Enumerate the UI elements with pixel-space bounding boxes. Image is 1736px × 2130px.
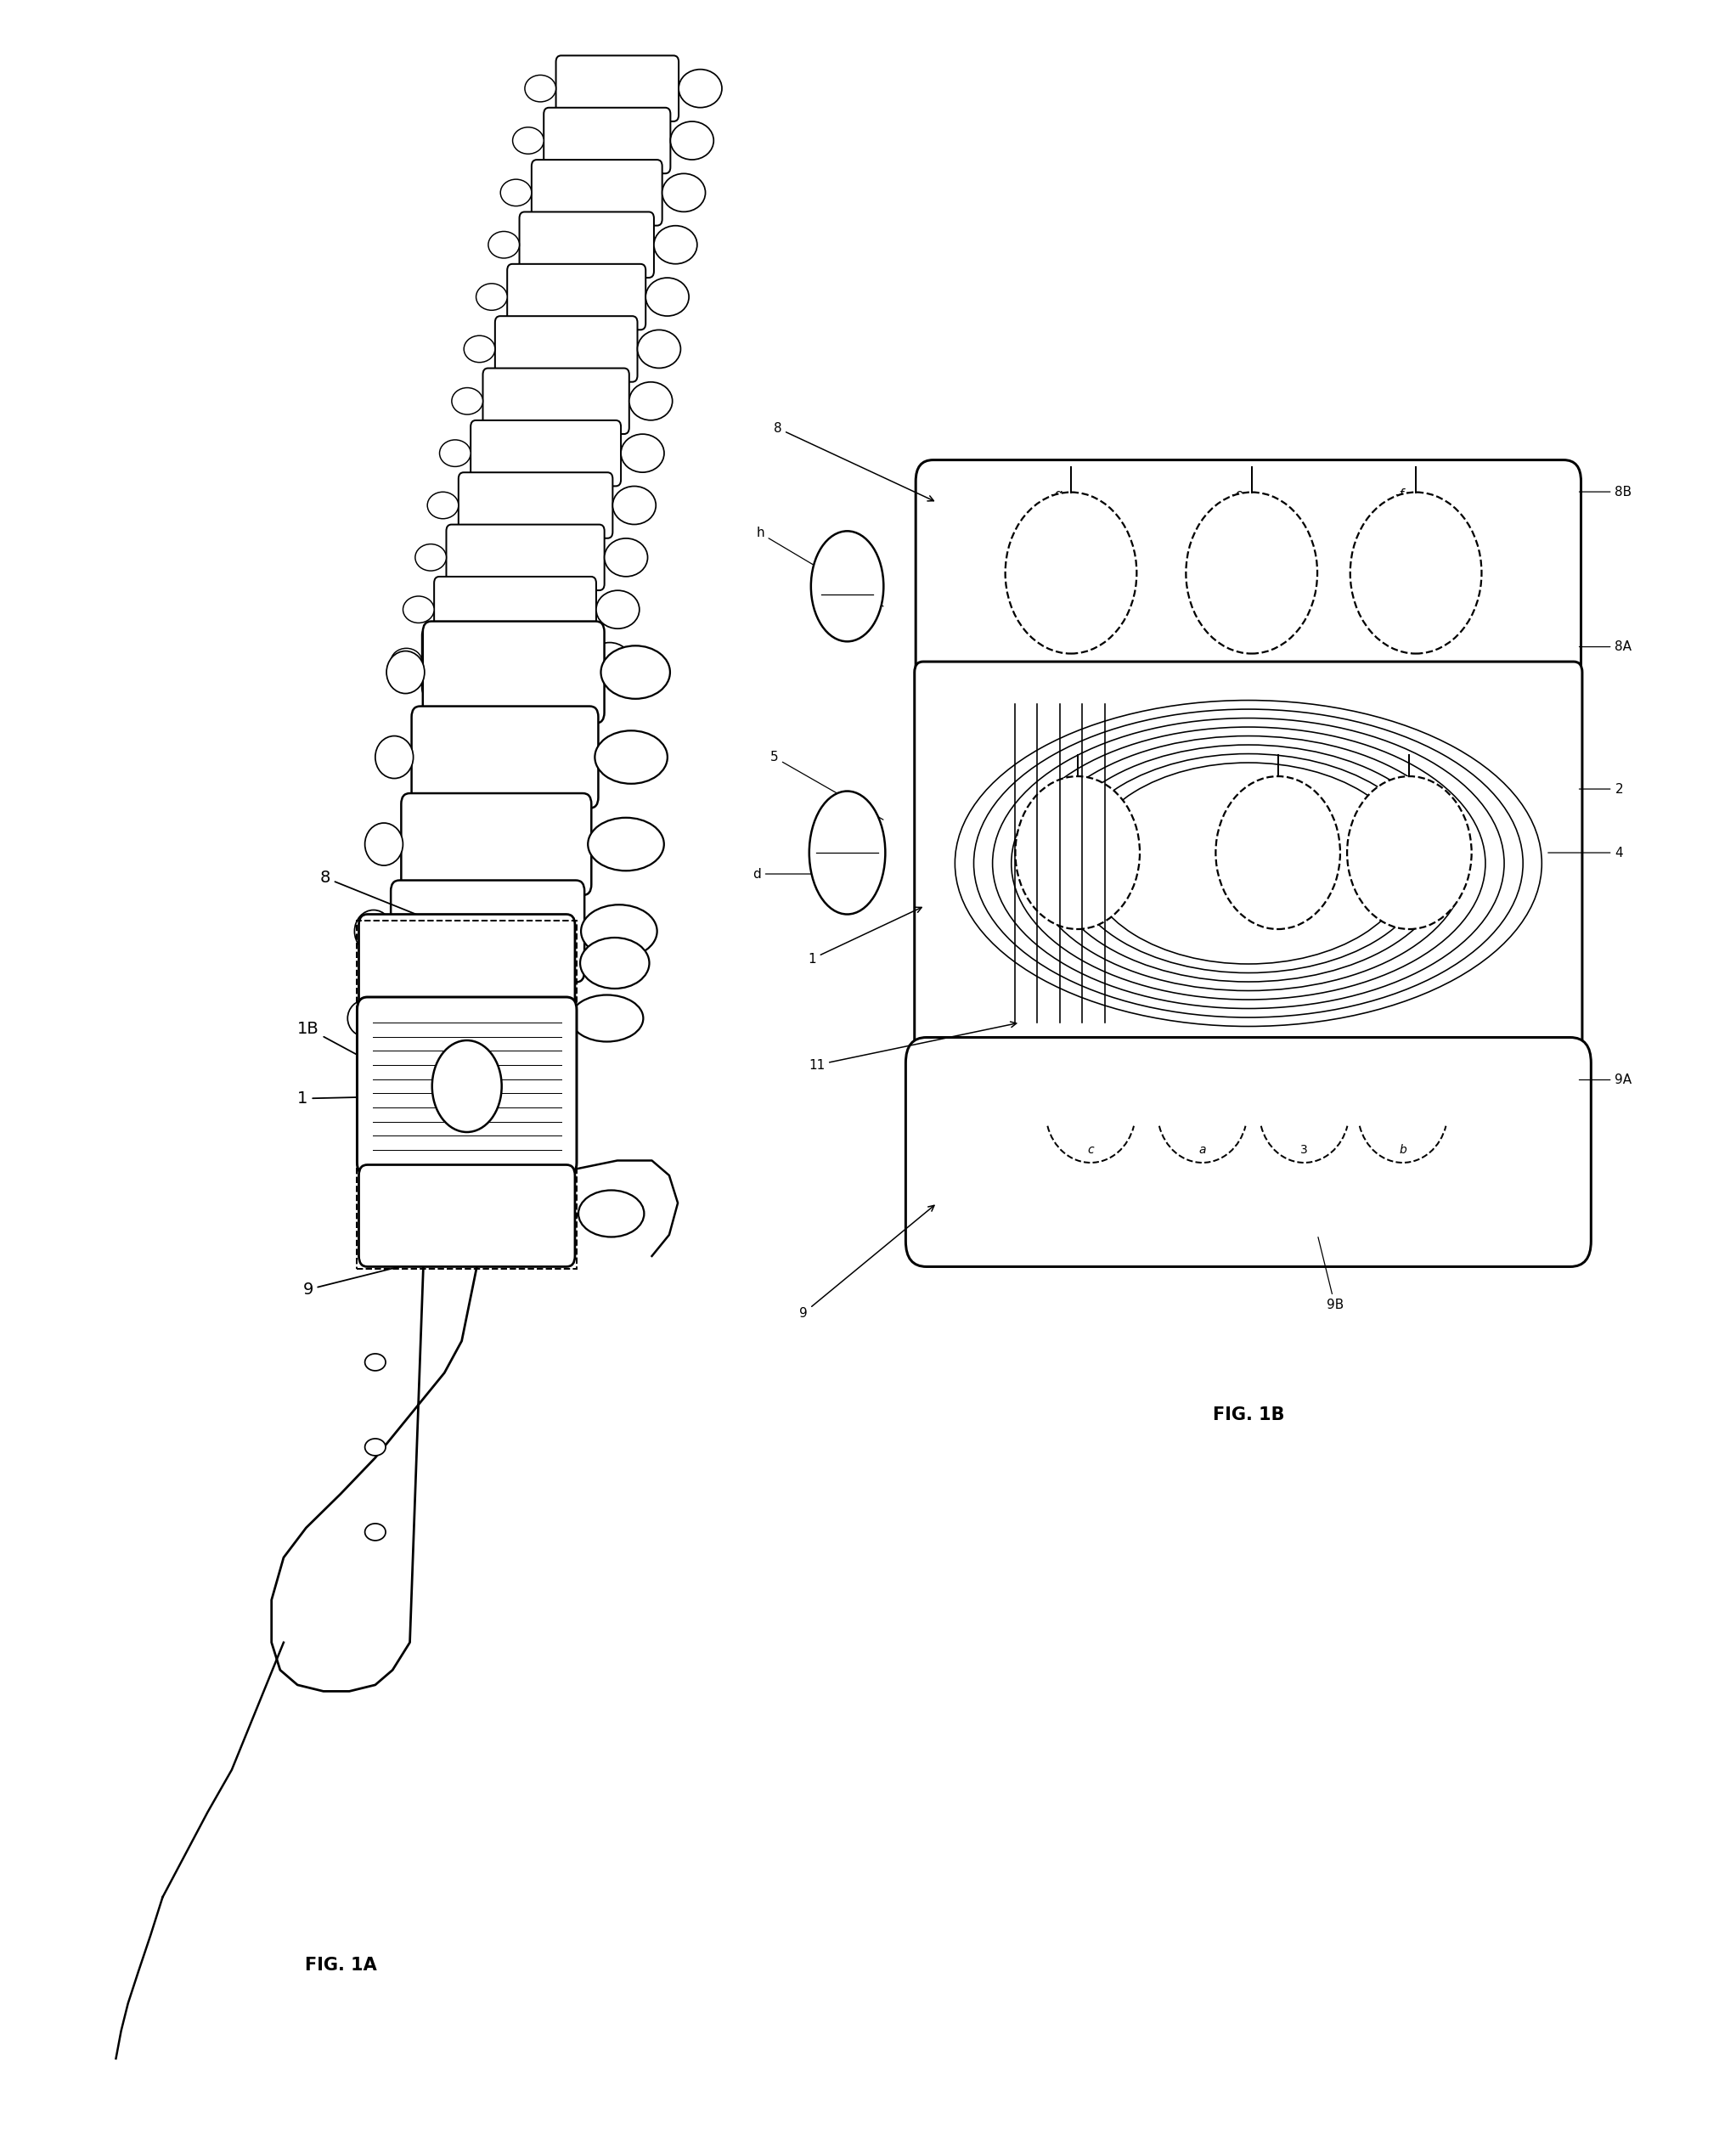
FancyBboxPatch shape [915,460,1581,686]
Text: 9A: 9A [1580,1074,1632,1086]
Ellipse shape [604,539,648,577]
Ellipse shape [580,937,649,988]
Text: c: c [1087,1144,1094,1157]
FancyBboxPatch shape [543,109,670,173]
Ellipse shape [375,737,413,777]
FancyBboxPatch shape [915,662,1581,1065]
Ellipse shape [387,652,425,694]
FancyBboxPatch shape [401,792,592,895]
Circle shape [1186,492,1318,654]
FancyBboxPatch shape [424,622,604,724]
Bar [358,920,576,1269]
Ellipse shape [451,388,483,415]
Text: 9: 9 [302,1246,481,1297]
Circle shape [1005,492,1137,654]
Text: 8: 8 [319,869,455,931]
FancyBboxPatch shape [358,997,576,1176]
FancyBboxPatch shape [446,524,604,590]
Ellipse shape [601,645,670,699]
Text: 1B: 1B [297,1020,373,1063]
Ellipse shape [365,1523,385,1540]
Ellipse shape [365,1438,385,1455]
Text: 1: 1 [297,1091,372,1108]
FancyBboxPatch shape [906,1037,1590,1267]
Ellipse shape [809,790,885,914]
Ellipse shape [347,999,385,1037]
Ellipse shape [476,283,507,311]
Ellipse shape [403,596,434,622]
FancyBboxPatch shape [391,880,585,982]
Text: 3: 3 [1300,1144,1307,1157]
Ellipse shape [595,590,639,628]
Ellipse shape [432,1039,502,1131]
FancyBboxPatch shape [556,55,679,121]
Text: FIG. 1B: FIG. 1B [1212,1406,1285,1423]
Text: 4: 4 [1549,846,1623,858]
FancyBboxPatch shape [531,160,661,226]
Text: a: a [1200,1144,1207,1157]
Text: 1: 1 [807,907,922,965]
Ellipse shape [488,232,519,258]
FancyBboxPatch shape [422,628,589,694]
FancyBboxPatch shape [507,264,646,330]
Ellipse shape [512,128,543,153]
Ellipse shape [589,818,663,871]
FancyBboxPatch shape [359,1165,575,1267]
Ellipse shape [571,995,644,1042]
FancyBboxPatch shape [495,315,637,381]
Text: d: d [752,867,832,880]
Ellipse shape [646,277,689,315]
Ellipse shape [354,910,392,952]
FancyBboxPatch shape [411,707,599,807]
Ellipse shape [811,530,884,641]
Text: 9B: 9B [1318,1238,1344,1312]
Circle shape [1351,492,1481,654]
Ellipse shape [628,381,672,420]
Ellipse shape [524,75,556,102]
Ellipse shape [589,643,632,682]
FancyBboxPatch shape [384,971,575,1065]
Ellipse shape [415,543,446,571]
Ellipse shape [365,822,403,865]
Text: 11: 11 [809,1022,1016,1071]
Ellipse shape [661,173,705,211]
Ellipse shape [365,1355,385,1372]
Ellipse shape [613,486,656,524]
Ellipse shape [654,226,698,264]
Text: FIG. 1A: FIG. 1A [306,1957,377,1975]
Text: 8B: 8B [1580,486,1632,498]
Text: 5: 5 [771,750,884,820]
Ellipse shape [670,121,713,160]
Circle shape [1016,775,1141,929]
Ellipse shape [439,439,470,466]
Ellipse shape [582,905,656,958]
Ellipse shape [391,648,422,675]
Text: 9: 9 [799,1206,934,1321]
Circle shape [1215,775,1340,929]
Ellipse shape [427,492,458,520]
Text: -g: -g [1050,488,1062,501]
Ellipse shape [500,179,531,207]
Text: b: b [1399,1144,1406,1157]
FancyBboxPatch shape [458,473,613,539]
FancyBboxPatch shape [434,577,595,643]
FancyBboxPatch shape [519,211,654,277]
Ellipse shape [595,731,667,784]
Text: -f: -f [1396,488,1404,501]
Ellipse shape [679,70,722,107]
FancyBboxPatch shape [483,368,628,435]
Ellipse shape [637,330,681,368]
Text: h: h [757,526,884,607]
Ellipse shape [578,1191,644,1238]
FancyBboxPatch shape [470,420,621,486]
Text: 8A: 8A [1580,641,1632,654]
Text: 8: 8 [773,422,934,501]
FancyBboxPatch shape [359,914,575,1016]
Ellipse shape [464,337,495,362]
Text: -e: -e [1231,488,1243,501]
Text: 2: 2 [1580,782,1623,794]
Ellipse shape [621,435,665,473]
Circle shape [1347,775,1472,929]
